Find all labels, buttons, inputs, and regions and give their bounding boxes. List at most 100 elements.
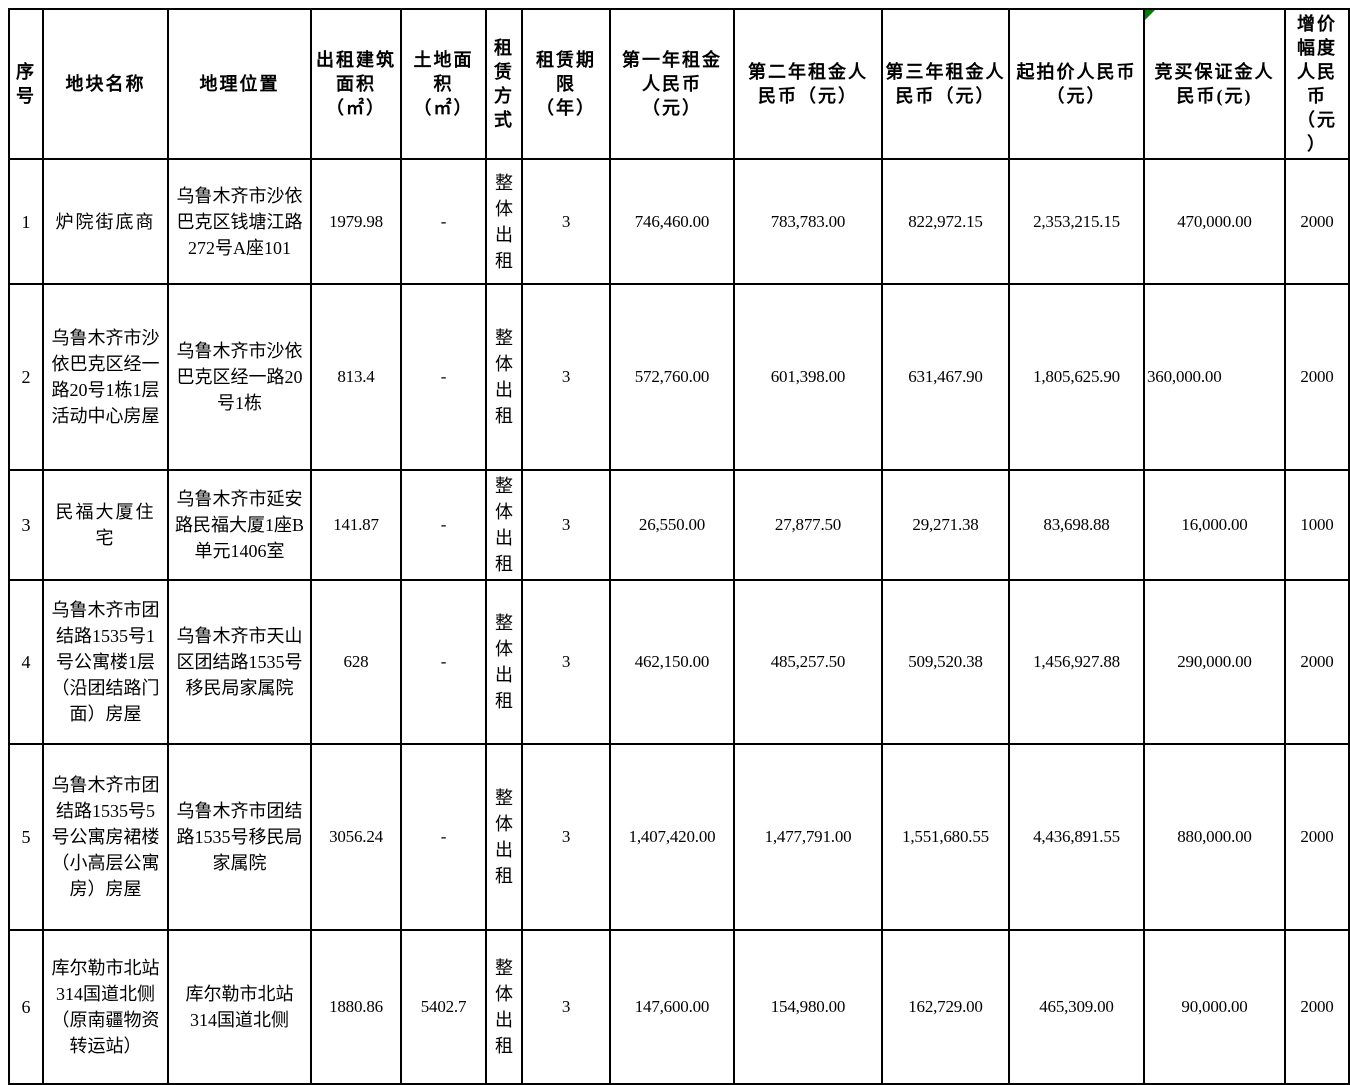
cell-land-area: 5402.7 bbox=[400, 929, 487, 1085]
cell-serial: 1 bbox=[8, 158, 44, 285]
col-header-location: 地理位置 bbox=[167, 8, 312, 160]
cell-rent-year1: 1,407,420.00 bbox=[609, 743, 735, 931]
cell-rent-year2: 1,477,791.00 bbox=[733, 743, 883, 931]
col-header-starting-price: 起拍价人民币 （元） bbox=[1008, 8, 1145, 160]
col-header-rent-year2: 第二年租金人 民币（元） bbox=[733, 8, 883, 160]
col-header-rent-year1-label: 第一年租金 人民币 （元） bbox=[622, 50, 722, 118]
cell-starting-price: 1,805,625.90 bbox=[1008, 283, 1145, 471]
cell-location: 乌鲁木齐市团结 路1535号移民局 家属院 bbox=[167, 743, 312, 931]
col-header-starting-price-label: 起拍价人民币 （元） bbox=[1016, 62, 1137, 106]
col-header-lease-mode-label: 租 赁 方 式 bbox=[494, 38, 514, 130]
table-header: 序 号 地块名称 地理位置 出租建筑 面积 （㎡） 土地面 积 （㎡） 租 赁 … bbox=[8, 8, 1350, 160]
cell-lease-term: 3 bbox=[521, 158, 611, 285]
cell-rent-year1: 462,150.00 bbox=[609, 579, 735, 745]
cell-land-area: - bbox=[400, 158, 487, 285]
cell-increment: 2000 bbox=[1284, 929, 1350, 1085]
cell-increment: 1000 bbox=[1284, 469, 1350, 581]
cell-increment: 2000 bbox=[1284, 283, 1350, 471]
cell-building-area: 813.4 bbox=[310, 283, 402, 471]
cell-serial: 6 bbox=[8, 929, 44, 1085]
col-header-rent-year1: 第一年租金 人民币 （元） bbox=[609, 8, 735, 160]
col-header-building-area-label: 出租建筑 面积 （㎡） bbox=[316, 50, 396, 118]
cell-lease-mode: 整 体 出 租 bbox=[485, 158, 523, 285]
cell-building-area: 628 bbox=[310, 579, 402, 745]
cell-rent-year1: 26,550.00 bbox=[609, 469, 735, 581]
cell-increment: 2000 bbox=[1284, 158, 1350, 285]
table-row: 2 乌鲁木齐市沙 依巴克区经一 路20号1栋1层 活动中心房屋 乌鲁木齐市沙依 巴克… bbox=[8, 283, 1350, 471]
cell-parcel-name: 乌鲁木齐市团 结路1535号1 号公寓楼1层 （沿团结路门 面）房屋 bbox=[42, 579, 169, 745]
property-rental-table: 序 号 地块名称 地理位置 出租建筑 面积 （㎡） 土地面 积 （㎡） 租 赁 … bbox=[8, 8, 1350, 1085]
cell-parcel-name: 库尔勒市北站 314国道北侧 （原南疆物资 转运站） bbox=[42, 929, 169, 1085]
cell-increment: 2000 bbox=[1284, 743, 1350, 931]
cell-lease-term: 3 bbox=[521, 283, 611, 471]
cell-parcel-name: 民福大厦住宅 bbox=[42, 469, 169, 581]
col-header-location-label: 地理位置 bbox=[199, 74, 280, 94]
cell-lease-term: 3 bbox=[521, 579, 611, 745]
col-header-rent-year2-label: 第二年租金人 民币（元） bbox=[748, 62, 868, 106]
cell-lease-term: 3 bbox=[521, 929, 611, 1085]
col-header-lease-mode: 租 赁 方 式 bbox=[485, 8, 523, 160]
col-header-lease-term: 租赁期 限 （年） bbox=[521, 8, 611, 160]
table-row: 4 乌鲁木齐市团 结路1535号1 号公寓楼1层 （沿团结路门 面）房屋 乌鲁木齐市… bbox=[8, 579, 1350, 745]
cell-starting-price: 4,436,891.55 bbox=[1008, 743, 1145, 931]
cell-land-area: - bbox=[400, 469, 487, 581]
col-header-lease-term-label: 租赁期 限 （年） bbox=[536, 50, 596, 118]
cell-serial: 3 bbox=[8, 469, 44, 581]
cell-lease-term: 3 bbox=[521, 469, 611, 581]
cell-parcel-name: 乌鲁木齐市团 结路1535号5 号公寓房裙楼 （小高层公寓 房）房屋 bbox=[42, 743, 169, 931]
cell-deposit: 16,000.00 bbox=[1143, 469, 1286, 581]
cell-rent-year2: 27,877.50 bbox=[733, 469, 883, 581]
cell-rent-year1: 147,600.00 bbox=[609, 929, 735, 1085]
col-header-land-area-label: 土地面 积 （㎡） bbox=[413, 50, 474, 118]
cell-rent-year2: 783,783.00 bbox=[733, 158, 883, 285]
cell-lease-mode: 整 体 出 租 bbox=[485, 743, 523, 931]
cell-land-area: - bbox=[400, 579, 487, 745]
col-header-deposit-label: 竞买保证金人 民币(元) bbox=[1154, 62, 1275, 106]
cell-starting-price: 1,456,927.88 bbox=[1008, 579, 1145, 745]
col-header-rent-year3-label: 第三年租金人 民币（元） bbox=[885, 62, 1006, 106]
cell-rent-year3: 1,551,680.55 bbox=[881, 743, 1010, 931]
cell-serial: 4 bbox=[8, 579, 44, 745]
cell-location: 乌鲁木齐市天山 区团结路1535号 移民局家属院 bbox=[167, 579, 312, 745]
cell-deposit: 360,000.00 bbox=[1143, 283, 1286, 471]
cell-building-area: 141.87 bbox=[310, 469, 402, 581]
table-row: 5 乌鲁木齐市团 结路1535号5 号公寓房裙楼 （小高层公寓 房）房屋 乌鲁木齐市… bbox=[8, 743, 1350, 931]
cell-deposit: 470,000.00 bbox=[1143, 158, 1286, 285]
col-header-serial: 序 号 bbox=[8, 8, 44, 160]
col-header-serial-label: 序 号 bbox=[16, 62, 36, 106]
cell-rent-year3: 822,972.15 bbox=[881, 158, 1010, 285]
col-header-parcel-name-label: 地块名称 bbox=[65, 74, 146, 94]
cell-lease-mode: 整 体 出 租 bbox=[485, 579, 523, 745]
cell-rent-year1: 746,460.00 bbox=[609, 158, 735, 285]
cell-serial: 2 bbox=[8, 283, 44, 471]
cell-lease-mode: 整 体 出 租 bbox=[485, 283, 523, 471]
table-row: 6 库尔勒市北站 314国道北侧 （原南疆物资 转运站） 库尔勒市北站 314国道北… bbox=[8, 929, 1350, 1085]
col-header-rent-year3: 第三年租金人 民币（元） bbox=[881, 8, 1010, 160]
cell-serial: 5 bbox=[8, 743, 44, 931]
cell-lease-term: 3 bbox=[521, 743, 611, 931]
cell-starting-price: 83,698.88 bbox=[1008, 469, 1145, 581]
cell-location: 乌鲁木齐市沙依 巴克区经一路20 号1栋 bbox=[167, 283, 312, 471]
cell-rent-year3: 162,729.00 bbox=[881, 929, 1010, 1085]
cell-starting-price: 465,309.00 bbox=[1008, 929, 1145, 1085]
col-header-increment: 增价 幅度 人民 币 （元 ） bbox=[1284, 8, 1350, 160]
cell-deposit: 880,000.00 bbox=[1143, 743, 1286, 931]
table-row: 1 炉院街底商 乌鲁木齐市沙依 巴克区钱塘江路 272号A座101 1979.98- 整… bbox=[8, 158, 1350, 285]
cell-rent-year3: 509,520.38 bbox=[881, 579, 1010, 745]
cell-deposit: 90,000.00 bbox=[1143, 929, 1286, 1085]
cell-location: 乌鲁木齐市沙依 巴克区钱塘江路 272号A座101 bbox=[167, 158, 312, 285]
cell-rent-year2: 601,398.00 bbox=[733, 283, 883, 471]
cell-parcel-name: 乌鲁木齐市沙 依巴克区经一 路20号1栋1层 活动中心房屋 bbox=[42, 283, 169, 471]
col-header-parcel-name: 地块名称 bbox=[42, 8, 169, 160]
cell-rent-year2: 485,257.50 bbox=[733, 579, 883, 745]
cell-increment: 2000 bbox=[1284, 579, 1350, 745]
cell-building-area: 1880.86 bbox=[310, 929, 402, 1085]
cell-rent-year3: 631,467.90 bbox=[881, 283, 1010, 471]
cell-deposit: 290,000.00 bbox=[1143, 579, 1286, 745]
col-header-deposit: 竞买保证金人 民币(元) bbox=[1143, 8, 1286, 160]
cell-lease-mode: 整 体 出 租 bbox=[485, 469, 523, 581]
cell-lease-mode: 整 体 出 租 bbox=[485, 929, 523, 1085]
cell-starting-price: 2,353,215.15 bbox=[1008, 158, 1145, 285]
col-header-increment-label: 增价 幅度 人民 币 （元 ） bbox=[1297, 14, 1337, 154]
